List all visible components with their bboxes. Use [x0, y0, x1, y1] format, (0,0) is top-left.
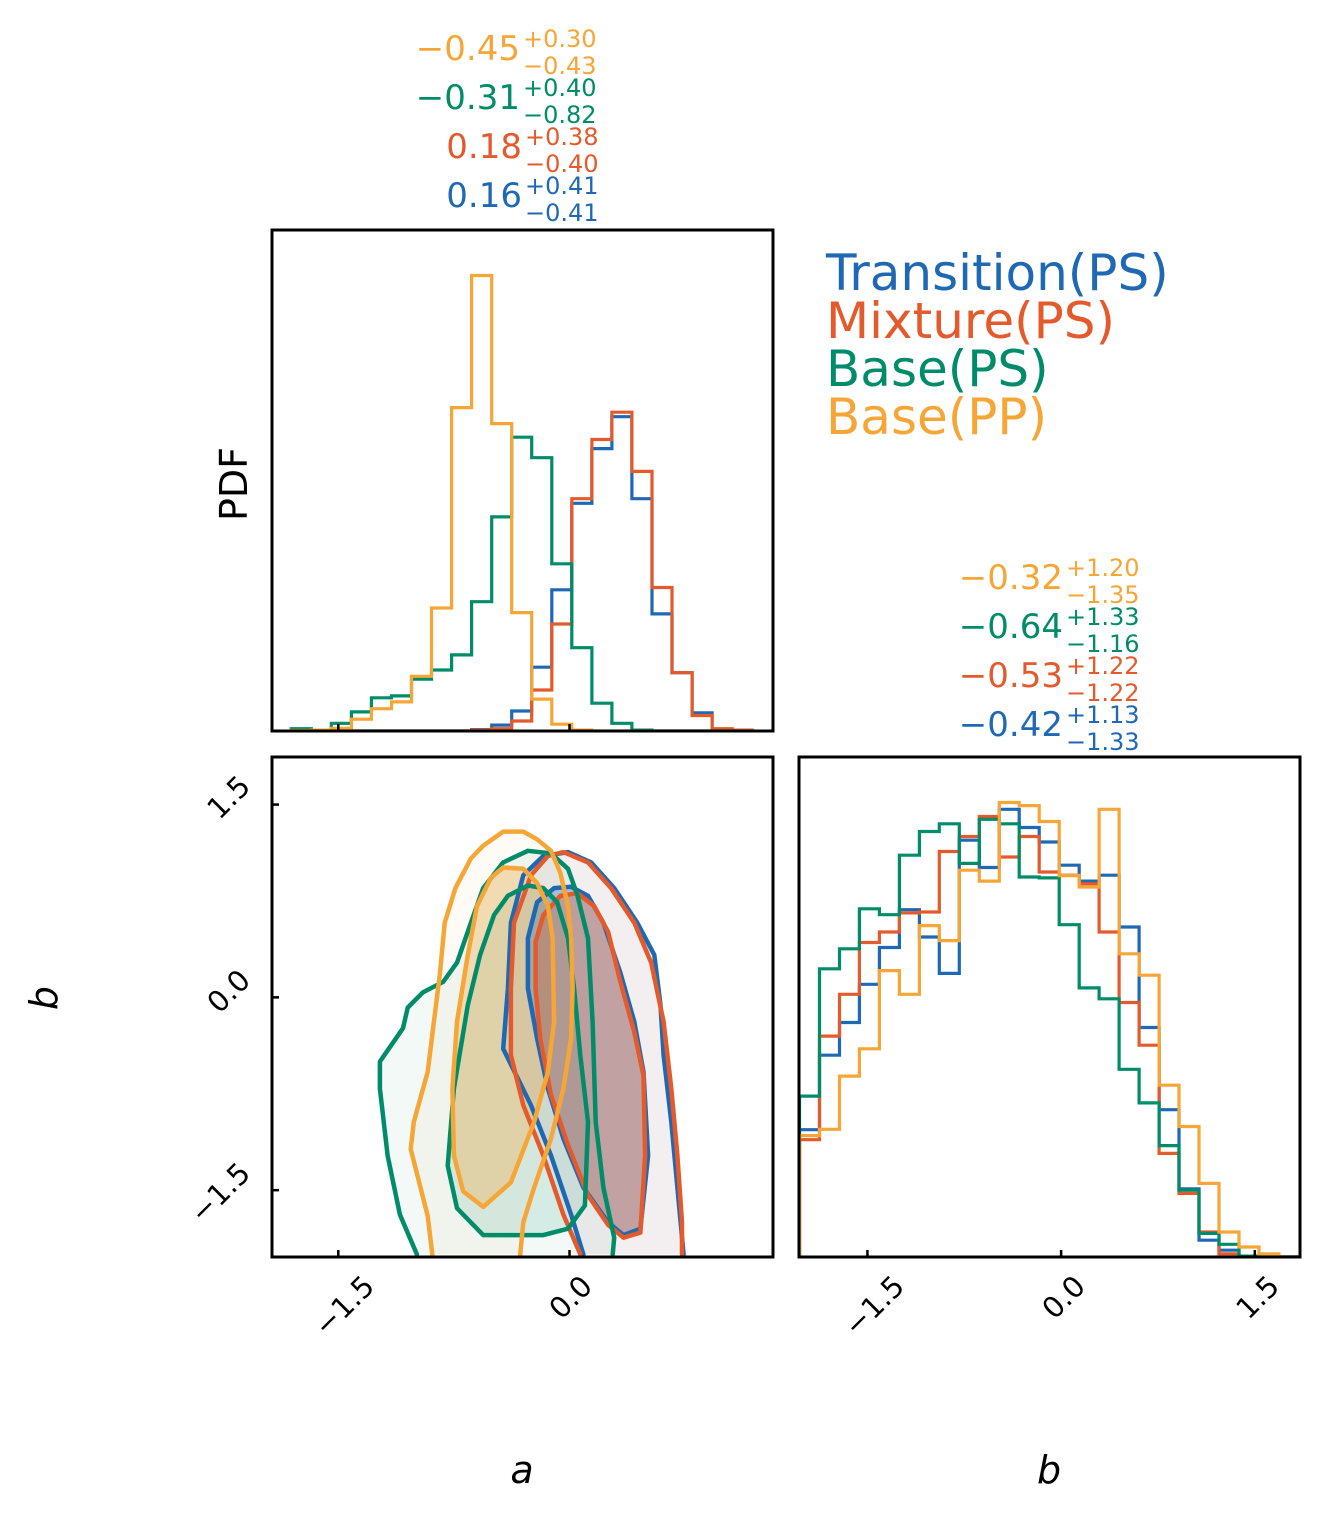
y-tick-label: −1.5: [183, 1156, 257, 1230]
legend-entry-base-pp: Base(PP): [826, 388, 1047, 446]
b-axis-label-bottom: b: [1037, 1448, 1061, 1492]
stat-minus: −1.33: [1066, 728, 1140, 756]
stat-median: −0.42: [959, 705, 1063, 745]
b-axis-label-left: b: [22, 986, 66, 1010]
hist-step-transition-ps: [291, 415, 753, 731]
a-axis-label: a: [510, 1448, 533, 1492]
contour-outer-mixture-ps: [508, 849, 685, 1257]
stat-minus: −1.16: [1066, 630, 1140, 658]
stat-plus: +1.13: [1066, 701, 1140, 729]
stat-minus: −0.40: [525, 150, 599, 178]
histogram-panel-a: [289, 273, 754, 731]
hist-step-mixture-ps: [799, 814, 1299, 1257]
axis-ticks: [272, 724, 1257, 1257]
stat-median: −0.31: [416, 78, 520, 118]
x-tick-label: 1.5: [1229, 1269, 1286, 1326]
stat-a-base-ps: −0.31 +0.40 −0.82: [416, 74, 597, 129]
histogram-panel-b: [799, 800, 1299, 1257]
contour-outer-base-ps: [377, 848, 617, 1257]
contour-inner-base-ps: [445, 883, 591, 1238]
stat-minus: −0.82: [523, 101, 597, 129]
stat-minus: −0.43: [523, 52, 597, 80]
stat-median: −0.53: [959, 656, 1063, 696]
hist-b-x-tick-labels: −1.5 0.0 1.5: [837, 1269, 1286, 1343]
stat-b-mixture-ps: −0.53 +1.22 −1.22: [959, 652, 1140, 707]
stat-median: 0.18: [446, 127, 522, 167]
x-tick-label: −1.5: [307, 1269, 381, 1343]
contour-inner-base-pp: [450, 865, 557, 1210]
panel-frame-ab: [270, 755, 775, 1259]
legend-entry-transition-ps: Transition(PS): [825, 244, 1169, 302]
panel-frame-b: [797, 755, 1302, 1259]
stat-plus: +0.41: [525, 172, 599, 200]
stat-plus: +1.33: [1066, 603, 1140, 631]
stat-a-base-pp: −0.45 +0.30 −0.43: [416, 25, 597, 80]
stat-plus: +0.40: [523, 74, 597, 102]
hist-step-base-pp: [289, 273, 753, 731]
stats-a: −0.45 +0.30 −0.43 −0.31 +0.40 −0.82 0.18…: [416, 25, 599, 227]
pdf-axis-label: PDF: [212, 447, 256, 521]
y-tick-label: 0.0: [200, 963, 257, 1020]
hist-step-base-pp: [799, 800, 1299, 1257]
stat-minus: −1.35: [1066, 581, 1140, 609]
contour-inner-mixture-ps: [533, 890, 648, 1240]
contour-x-tick-labels: −1.5 0.0: [307, 1269, 599, 1343]
stat-median: −0.45: [416, 29, 520, 69]
stat-median: −0.32: [959, 558, 1063, 598]
contour-outer-base-pp: [408, 829, 575, 1257]
x-tick-label: 0.0: [542, 1269, 599, 1326]
stat-b-base-ps: −0.64 +1.33 −1.16: [959, 603, 1140, 658]
stat-b-base-pp: −0.32 +1.20 −1.35: [959, 554, 1140, 609]
contour-panel-ab: [377, 829, 686, 1257]
stat-plus: +0.30: [523, 25, 597, 53]
legend: Transition(PS) Mixture(PS) Base(PS) Base…: [825, 244, 1169, 446]
legend-entry-mixture-ps: Mixture(PS): [826, 292, 1115, 350]
x-tick-label: −1.5: [837, 1269, 911, 1343]
stat-minus: −0.41: [525, 199, 599, 227]
stats-b: −0.32 +1.20 −1.35 −0.64 +1.33 −1.16 −0.5…: [959, 554, 1140, 756]
stat-plus: +0.38: [525, 123, 599, 151]
hist-step-mixture-ps: [291, 410, 754, 731]
hist-step-base-ps: [289, 435, 753, 731]
stat-b-transition-ps: −0.42 +1.13 −1.33: [959, 701, 1140, 756]
y-tick-label: 1.5: [200, 769, 257, 826]
stat-median: 0.16: [446, 176, 522, 216]
x-tick-label: 0.0: [1035, 1269, 1092, 1326]
contour-y-tick-labels: 1.5 0.0 −1.5: [183, 769, 257, 1230]
stat-plus: +1.22: [1066, 652, 1140, 680]
legend-entry-base-ps: Base(PS): [826, 340, 1049, 398]
stat-minus: −1.22: [1066, 679, 1140, 707]
stat-median: −0.64: [959, 607, 1063, 647]
stat-plus: +1.20: [1066, 554, 1140, 582]
stat-a-transition-ps: 0.16 +0.41 −0.41: [446, 172, 598, 227]
hist-step-base-ps: [799, 817, 1299, 1257]
density-outer-base-ps: [379, 850, 615, 1255]
panel-frame-a: [270, 228, 775, 733]
stat-a-mixture-ps: 0.18 +0.38 −0.40: [446, 123, 598, 178]
